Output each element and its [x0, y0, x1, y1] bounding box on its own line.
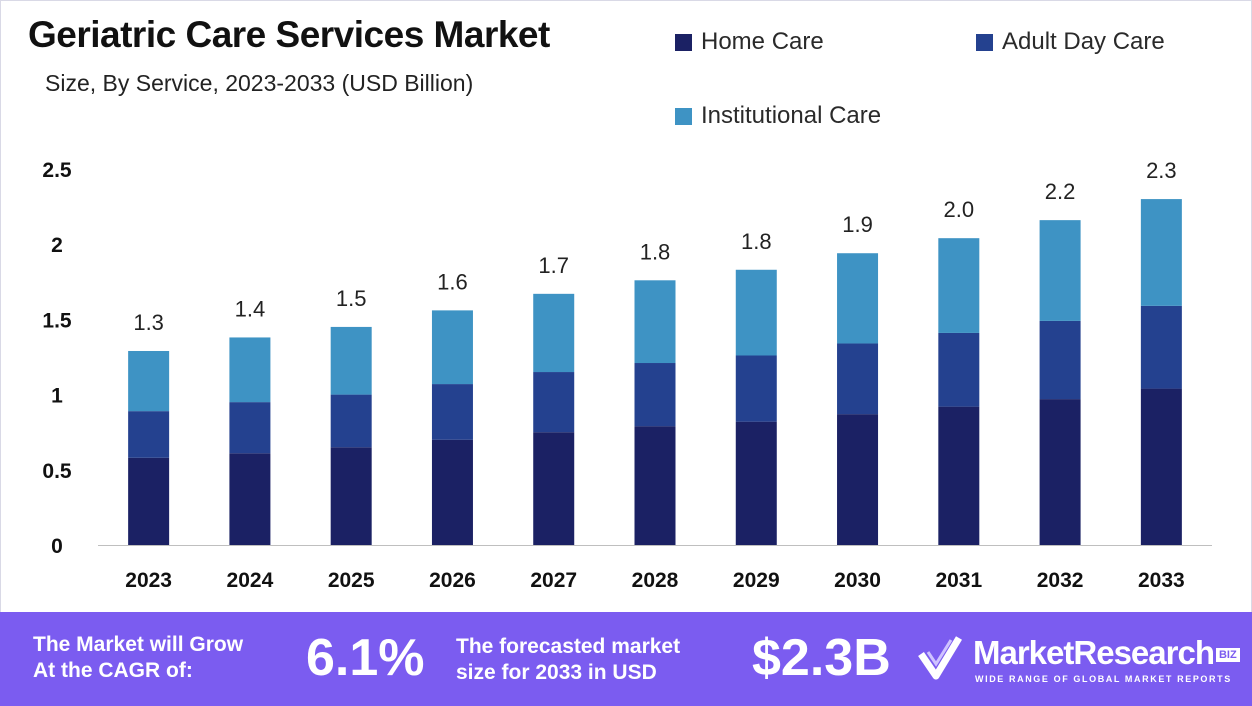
bar-adult-day-care-2030: [837, 343, 879, 415]
y-axis: 0 0.5 1 1.5 2 2.5: [42, 159, 72, 558]
legend-swatch-adult-day-care: [976, 33, 993, 51]
brand-tagline: WIDE RANGE OF GLOBAL MARKET REPORTS: [975, 674, 1232, 684]
x-tick-label-2027: 2027: [530, 569, 577, 592]
y-tick-label: 2: [51, 234, 63, 257]
x-tick-label-2026: 2026: [429, 569, 476, 592]
bar-home-care-2029: [735, 421, 777, 545]
x-tick-label-2029: 2029: [733, 569, 780, 592]
total-label-2024: 1.4: [235, 296, 266, 321]
total-labels: 1.3 1.4 1.5 1.6 1.7 1.8 1.8 1.9 2.0 2.2 2.3: [133, 158, 1176, 335]
legend-swatch-institutional-care: [675, 107, 692, 125]
x-tick-label-2032: 2032: [1037, 569, 1084, 592]
total-label-2023: 1.3: [133, 310, 164, 335]
total-label-2028: 1.8: [640, 239, 671, 264]
legend-label-home-care: Home Care: [701, 28, 824, 55]
x-tick-label-2023: 2023: [125, 569, 172, 592]
bar-institutional-care-2029: [735, 269, 777, 356]
bar-institutional-care-2024: [229, 337, 271, 403]
legend-swatch-home-care: [675, 33, 692, 51]
brand-name: MarketResearch: [973, 634, 1215, 671]
bar-institutional-care-2033: [1140, 199, 1182, 306]
bar-institutional-care-2032: [1039, 220, 1081, 321]
forecast-value: $2.3B: [752, 629, 891, 687]
total-label-2025: 1.5: [336, 286, 367, 311]
bar-adult-day-care-2028: [634, 363, 676, 427]
x-axis: 2023 2024 2025 2026 2027 2028 2029 2030 2031 2032…: [125, 569, 1184, 592]
bar-adult-day-care-2033: [1140, 305, 1182, 389]
bar-home-care-2027: [533, 432, 575, 545]
chart-subtitle: Size, By Service, 2023-2033 (USD Billion…: [45, 70, 474, 96]
bar-home-care-2026: [431, 439, 473, 545]
brand-suffix: BIZ: [1215, 648, 1240, 663]
bar-institutional-care-2025: [330, 326, 372, 395]
x-tick-label-2033: 2033: [1138, 569, 1185, 592]
total-label-2032: 2.2: [1045, 179, 1076, 204]
bar-home-care-2031: [938, 406, 980, 545]
y-tick-label: 2.5: [42, 159, 72, 182]
total-label-2029: 1.8: [741, 229, 772, 254]
forecast-caption-line2: size for 2033 in USD: [456, 661, 657, 684]
cagr-value: 6.1%: [306, 629, 425, 687]
total-label-2033: 2.3: [1146, 158, 1177, 183]
stacked-bar-chart: 00.511.522.5 2023 2024 2025 2026 2027 2028 202…: [42, 158, 1212, 592]
bar-adult-day-care-2024: [229, 402, 271, 454]
y-tick-label: 0: [51, 535, 63, 558]
bar-home-care-2023: [128, 457, 170, 545]
cagr-caption: The Market will Grow At the CAGR of:: [33, 632, 243, 684]
bar-home-care-2033: [1140, 388, 1182, 545]
x-tick-label-2025: 2025: [328, 569, 375, 592]
x-tick-label-2031: 2031: [935, 569, 982, 592]
total-label-2026: 1.6: [437, 269, 468, 294]
x-tick-label-2024: 2024: [227, 569, 274, 592]
cagr-caption-line2: At the CAGR of:: [33, 659, 193, 682]
bars-group: [128, 199, 1182, 545]
bar-adult-day-care-2032: [1039, 320, 1081, 400]
bar-home-care-2028: [634, 426, 676, 545]
bar-institutional-care-2028: [634, 280, 676, 364]
chart-title: Geriatric Care Services Market: [28, 14, 550, 55]
legend-label-adult-day-care: Adult Day Care: [1002, 28, 1165, 55]
forecast-caption: The forecasted market size for 2033 in U…: [456, 634, 680, 686]
bar-home-care-2032: [1039, 399, 1081, 545]
bar-adult-day-care-2031: [938, 332, 980, 407]
forecast-caption-line1: The forecasted market: [456, 635, 681, 658]
bar-home-care-2025: [330, 447, 372, 545]
total-label-2030: 1.9: [842, 212, 873, 237]
bar-home-care-2024: [229, 453, 271, 545]
legend-item-home-care: Home Care: [675, 28, 824, 56]
y-tick-label: 0.5: [42, 460, 72, 483]
cagr-caption-line1: The Market will Grow: [33, 633, 244, 656]
legend-label-institutional-care: Institutional Care: [701, 102, 882, 129]
bar-institutional-care-2031: [938, 238, 980, 333]
total-label-2031: 2.0: [944, 197, 975, 222]
total-label-2027: 1.7: [538, 253, 569, 278]
bar-institutional-care-2023: [128, 350, 170, 412]
legend-item-adult-day-care: Adult Day Care: [976, 28, 1165, 56]
bar-institutional-care-2027: [533, 293, 575, 373]
checkmark-logo-icon: [918, 636, 962, 680]
bar-institutional-care-2026: [431, 310, 473, 385]
x-tick-label-2028: 2028: [632, 569, 679, 592]
bar-adult-day-care-2026: [431, 384, 473, 440]
bar-adult-day-care-2023: [128, 411, 170, 458]
summary-banner: The Market will Grow At the CAGR of: 6.1…: [0, 612, 1252, 706]
y-tick-label: 1.5: [42, 309, 72, 332]
bar-adult-day-care-2029: [735, 355, 777, 422]
legend-item-institutional-care: Institutional Care: [675, 102, 881, 130]
bar-adult-day-care-2025: [330, 394, 372, 448]
x-tick-label-2030: 2030: [834, 569, 881, 592]
brand-logo: MarketResearch BIZ: [973, 634, 1240, 672]
bar-institutional-care-2030: [837, 253, 879, 344]
bar-adult-day-care-2027: [533, 372, 575, 433]
y-tick-label: 1: [51, 385, 63, 408]
bar-home-care-2030: [837, 414, 879, 545]
